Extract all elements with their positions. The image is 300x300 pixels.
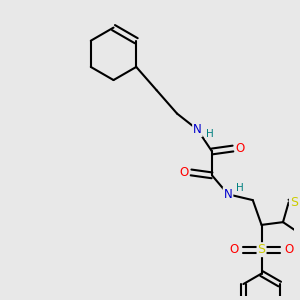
Text: N: N (224, 188, 233, 201)
Text: H: H (206, 129, 214, 139)
Text: S: S (257, 243, 266, 256)
Text: O: O (230, 243, 239, 256)
Text: N: N (193, 123, 202, 136)
Text: O: O (179, 166, 188, 179)
Text: S: S (290, 196, 298, 209)
Text: H: H (236, 184, 244, 194)
Text: O: O (236, 142, 245, 155)
Text: O: O (284, 243, 293, 256)
